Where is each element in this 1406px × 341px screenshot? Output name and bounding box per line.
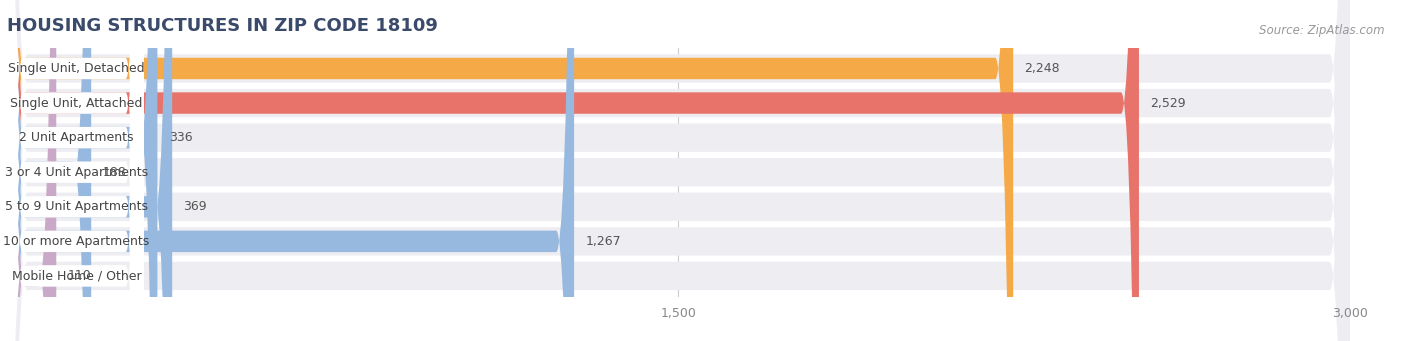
Text: 2 Unit Apartments: 2 Unit Apartments	[20, 131, 134, 144]
FancyBboxPatch shape	[4, 0, 143, 341]
Text: Single Unit, Attached: Single Unit, Attached	[10, 97, 142, 109]
FancyBboxPatch shape	[7, 0, 1139, 341]
Text: 10 or more Apartments: 10 or more Apartments	[3, 235, 149, 248]
FancyBboxPatch shape	[7, 0, 574, 341]
Text: HOUSING STRUCTURES IN ZIP CODE 18109: HOUSING STRUCTURES IN ZIP CODE 18109	[7, 17, 437, 35]
FancyBboxPatch shape	[7, 0, 157, 341]
Text: 1,267: 1,267	[585, 235, 621, 248]
FancyBboxPatch shape	[4, 0, 143, 341]
FancyBboxPatch shape	[7, 0, 1350, 341]
FancyBboxPatch shape	[7, 0, 172, 341]
Text: 188: 188	[103, 166, 127, 179]
Text: Single Unit, Detached: Single Unit, Detached	[8, 62, 145, 75]
FancyBboxPatch shape	[4, 0, 143, 341]
Text: 2,248: 2,248	[1025, 62, 1060, 75]
FancyBboxPatch shape	[7, 0, 56, 341]
FancyBboxPatch shape	[4, 0, 143, 341]
FancyBboxPatch shape	[7, 0, 1014, 341]
Text: 3 or 4 Unit Apartments: 3 or 4 Unit Apartments	[4, 166, 148, 179]
FancyBboxPatch shape	[7, 0, 1350, 341]
FancyBboxPatch shape	[4, 0, 143, 341]
FancyBboxPatch shape	[7, 0, 91, 341]
Text: 5 to 9 Unit Apartments: 5 to 9 Unit Apartments	[4, 200, 148, 213]
Text: 369: 369	[183, 200, 207, 213]
Text: 110: 110	[67, 269, 91, 282]
FancyBboxPatch shape	[7, 0, 1350, 341]
FancyBboxPatch shape	[4, 0, 143, 341]
FancyBboxPatch shape	[7, 0, 1350, 341]
Text: Mobile Home / Other: Mobile Home / Other	[11, 269, 141, 282]
Text: Source: ZipAtlas.com: Source: ZipAtlas.com	[1260, 24, 1385, 37]
FancyBboxPatch shape	[7, 0, 1350, 341]
Text: 2,529: 2,529	[1150, 97, 1185, 109]
Text: 336: 336	[169, 131, 193, 144]
FancyBboxPatch shape	[7, 0, 1350, 341]
FancyBboxPatch shape	[4, 0, 143, 341]
FancyBboxPatch shape	[7, 0, 1350, 341]
